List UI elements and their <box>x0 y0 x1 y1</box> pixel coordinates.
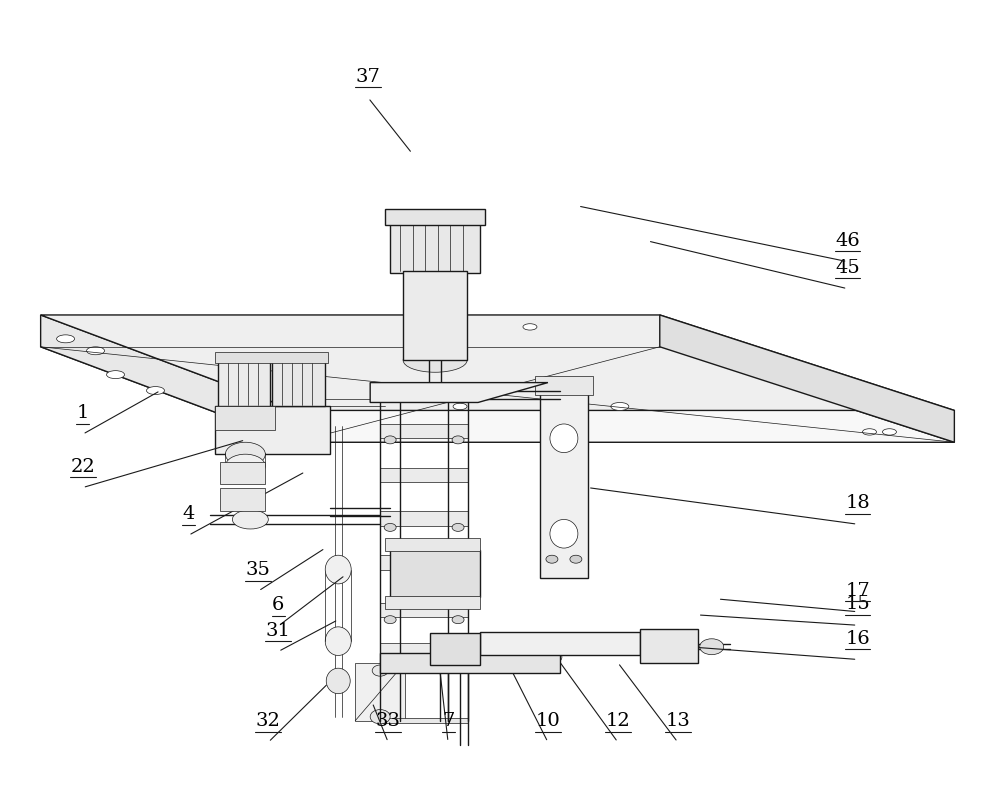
Text: 13: 13 <box>665 713 690 730</box>
Ellipse shape <box>403 348 467 372</box>
Ellipse shape <box>862 429 876 435</box>
Ellipse shape <box>146 387 164 395</box>
Text: 12: 12 <box>605 713 630 730</box>
Text: 18: 18 <box>845 494 870 512</box>
Text: 31: 31 <box>266 622 291 639</box>
Ellipse shape <box>384 655 396 663</box>
Text: 10: 10 <box>536 713 560 730</box>
Ellipse shape <box>225 454 265 478</box>
Polygon shape <box>660 315 954 442</box>
Polygon shape <box>480 631 640 655</box>
Polygon shape <box>370 383 548 402</box>
Ellipse shape <box>882 429 896 435</box>
Polygon shape <box>380 556 468 570</box>
Polygon shape <box>41 347 954 442</box>
Ellipse shape <box>372 665 388 676</box>
Ellipse shape <box>523 324 537 330</box>
Text: 22: 22 <box>70 457 95 476</box>
Text: 37: 37 <box>356 68 381 86</box>
Ellipse shape <box>232 510 268 529</box>
Ellipse shape <box>325 556 351 584</box>
Ellipse shape <box>611 402 629 410</box>
Polygon shape <box>380 603 468 618</box>
Ellipse shape <box>546 556 558 563</box>
Polygon shape <box>380 642 468 657</box>
Polygon shape <box>390 223 480 273</box>
Ellipse shape <box>326 668 350 693</box>
Text: 6: 6 <box>272 596 284 614</box>
Ellipse shape <box>384 436 396 444</box>
Polygon shape <box>390 550 480 598</box>
Polygon shape <box>41 315 954 410</box>
Text: 46: 46 <box>835 232 860 249</box>
Ellipse shape <box>452 524 464 532</box>
Ellipse shape <box>452 616 464 624</box>
Ellipse shape <box>370 709 390 724</box>
Polygon shape <box>540 391 588 578</box>
Polygon shape <box>41 315 295 442</box>
Polygon shape <box>385 596 480 610</box>
Polygon shape <box>215 406 330 454</box>
Polygon shape <box>403 271 467 360</box>
Polygon shape <box>640 629 698 662</box>
Ellipse shape <box>570 556 582 563</box>
Ellipse shape <box>403 259 467 283</box>
Ellipse shape <box>87 347 105 355</box>
Ellipse shape <box>504 647 536 666</box>
Polygon shape <box>385 209 485 225</box>
Text: 32: 32 <box>256 713 281 730</box>
Text: 7: 7 <box>442 713 454 730</box>
Ellipse shape <box>107 371 125 379</box>
Polygon shape <box>215 406 275 430</box>
Text: 15: 15 <box>845 595 870 614</box>
Text: 33: 33 <box>376 713 401 730</box>
Ellipse shape <box>384 524 396 532</box>
Polygon shape <box>272 360 325 406</box>
Polygon shape <box>535 376 593 395</box>
Ellipse shape <box>452 436 464 444</box>
Text: 4: 4 <box>182 505 195 524</box>
Text: 16: 16 <box>845 630 870 647</box>
Text: 45: 45 <box>835 259 860 277</box>
Polygon shape <box>380 718 468 723</box>
Ellipse shape <box>384 616 396 624</box>
Polygon shape <box>380 424 468 438</box>
Polygon shape <box>215 352 328 363</box>
Ellipse shape <box>551 387 569 395</box>
Ellipse shape <box>57 335 75 343</box>
Ellipse shape <box>325 626 351 655</box>
Ellipse shape <box>452 655 464 663</box>
Ellipse shape <box>550 424 578 453</box>
Polygon shape <box>430 633 480 665</box>
Ellipse shape <box>453 403 467 410</box>
Text: 35: 35 <box>246 561 271 579</box>
Ellipse shape <box>534 649 562 665</box>
Polygon shape <box>380 653 560 673</box>
Polygon shape <box>218 360 270 406</box>
Polygon shape <box>385 538 480 552</box>
Text: 1: 1 <box>76 404 89 422</box>
Ellipse shape <box>550 520 578 548</box>
Polygon shape <box>380 468 468 482</box>
Ellipse shape <box>700 638 724 654</box>
Polygon shape <box>380 512 468 526</box>
Polygon shape <box>220 488 265 512</box>
Polygon shape <box>220 462 265 485</box>
Ellipse shape <box>225 442 265 466</box>
Ellipse shape <box>410 554 460 594</box>
Text: 17: 17 <box>845 582 870 600</box>
Polygon shape <box>355 662 405 720</box>
